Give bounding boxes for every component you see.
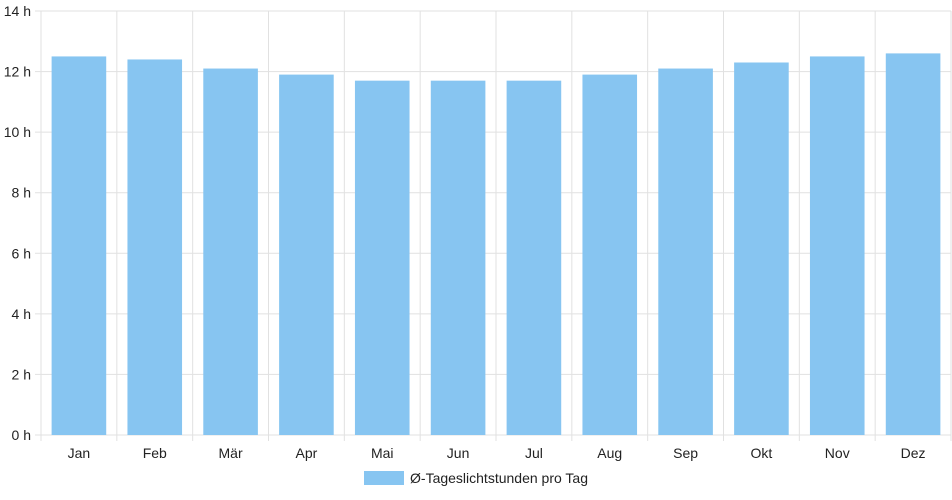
bar-chart: 0 h 2 h 4 h 6 h 8 h 10 h 12 h 14 h Jan Feb Mär Apr…: [4, 3, 952, 461]
bar-mai[interactable]: [354, 80, 410, 436]
legend-label: Ø-Tageslichtstunden pro Tag: [410, 470, 588, 486]
x-axis-ticks: Jan Feb Mär Apr Mai Jun Jul Aug Sep Okt Nov Dez: [68, 445, 926, 461]
y-tick-label: 8 h: [12, 185, 31, 201]
bar-feb[interactable]: [127, 59, 183, 435]
y-tick-label: 14 h: [4, 3, 31, 19]
x-tick-label: Nov: [825, 445, 850, 461]
legend-swatch: [364, 471, 405, 485]
x-tick-label: Jan: [68, 445, 91, 461]
x-tick-label: Jun: [447, 445, 470, 461]
y-tick-label: 0 h: [12, 427, 31, 443]
x-tick-label: Mai: [371, 445, 394, 461]
y-axis-ticks: 0 h 2 h 4 h 6 h 8 h 10 h 12 h 14 h: [4, 3, 31, 443]
bar-okt[interactable]: [734, 62, 789, 435]
bar-jul[interactable]: [506, 80, 562, 436]
x-tick-label: Apr: [296, 445, 318, 461]
y-tick-label: 4 h: [12, 306, 31, 322]
bars-layer: [51, 53, 941, 436]
x-tick-label: Dez: [901, 445, 926, 461]
bar-jun[interactable]: [430, 80, 486, 436]
y-tick-label: 10 h: [4, 124, 31, 140]
x-tick-label: Jul: [525, 445, 543, 461]
bar-apr[interactable]: [279, 74, 334, 435]
x-tick-label: Okt: [751, 445, 773, 461]
bar-nov[interactable]: [809, 56, 865, 436]
bar-aug[interactable]: [582, 74, 638, 435]
y-tick-label: 12 h: [4, 64, 31, 80]
legend[interactable]: Ø-Tageslichtstunden pro Tag: [0, 470, 952, 486]
y-tick-label: 6 h: [12, 245, 31, 261]
grid-layer: [35, 10, 952, 441]
x-tick-label: Mär: [219, 445, 243, 461]
x-tick-label: Sep: [673, 445, 698, 461]
y-tick-label: 2 h: [12, 366, 31, 382]
bar-mär[interactable]: [203, 68, 258, 436]
bar-dez[interactable]: [885, 53, 941, 436]
bar-jan[interactable]: [51, 56, 107, 436]
x-tick-label: Aug: [597, 445, 622, 461]
x-tick-label: Feb: [143, 445, 167, 461]
bar-sep[interactable]: [658, 68, 713, 436]
